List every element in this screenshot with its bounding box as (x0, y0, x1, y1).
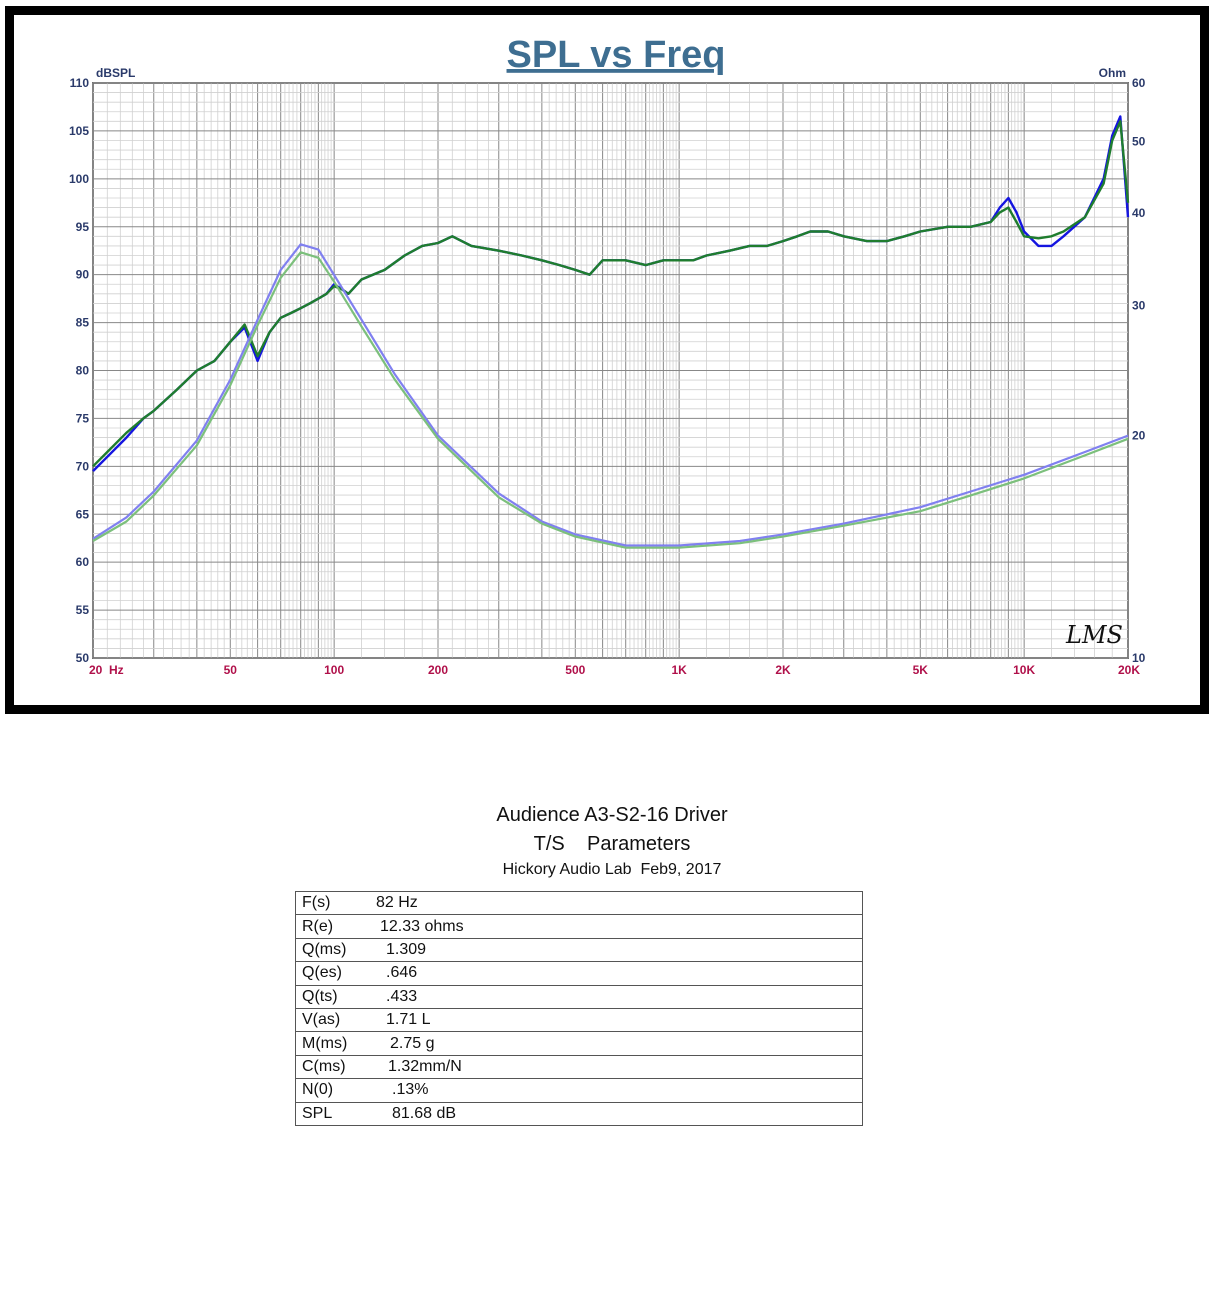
spl-curve-2 (92, 120, 1130, 468)
parameter-row: Q(ts) .433 (295, 984, 863, 1009)
left-tick-label: 95 (76, 220, 90, 234)
parameter-name: Q(es) (295, 961, 376, 986)
right-tick-label: 40 (1132, 206, 1146, 220)
spl-frequency-chart: SPL vs Freq 50 55 60 65 70 75 80 85 90 95 100 105 11… (69, 34, 1146, 677)
right-tick-label: 20 (1132, 429, 1146, 443)
parameter-row: M(ms) 2.75 g (295, 1031, 863, 1056)
parameter-row: N(0) .13% (295, 1078, 863, 1103)
right-tick-label: 50 (1132, 135, 1146, 149)
left-tick-label: 80 (76, 364, 90, 378)
left-tick-label: 65 (76, 507, 90, 521)
parameter-name: Q(ts) (295, 984, 376, 1009)
left-tick-label: 55 (76, 603, 90, 617)
parameter-value: 82 Hz (376, 890, 863, 916)
impedance-curve-4 (92, 251, 1129, 549)
parameter-name: V(as) (295, 1007, 376, 1033)
left-tick-label: 100 (69, 172, 89, 186)
left-tick-label: 85 (76, 316, 90, 330)
grid (92, 82, 1129, 659)
x-tick-label: 50 (224, 663, 238, 677)
parameter-name: C(ms) (295, 1054, 376, 1080)
parameter-value: 1.32mm/N (376, 1054, 863, 1080)
ts-parameters-table: F(s) 82 Hz R(e) 12.33 ohms Q(ms) 1.309 Q(es) .6… (295, 890, 863, 1126)
parameter-name: M(ms) (295, 1031, 376, 1056)
x-tick-label: 200 (428, 663, 448, 677)
left-tick-label: 70 (76, 459, 90, 473)
parameters-header: Audience A3-S2-16 Driver T/S Parameters … (0, 800, 1224, 882)
parameter-value: .433 (376, 984, 863, 1009)
impedance-curve-3 (92, 243, 1129, 547)
parameter-name: N(0) (295, 1078, 376, 1103)
x-tick-label: 2K (775, 663, 791, 677)
x-tick-label: 1K (671, 663, 687, 677)
parameter-value: 12.33 ohms (376, 914, 863, 939)
x-tick-label: 500 (565, 663, 585, 677)
curves (92, 115, 1130, 549)
driver-title: Audience A3-S2-16 Driver (496, 804, 728, 826)
left-tick-label: 60 (76, 555, 90, 569)
axis-labels: 50 55 60 65 70 75 80 85 90 95 100 105 110 10 20 30 40 50 6… (69, 76, 1146, 677)
parameter-name: R(e) (295, 914, 376, 939)
parameter-value: 2.75 g (376, 1031, 863, 1056)
parameter-value: .646 (376, 961, 863, 986)
parameter-row: V(as) 1.71 L (295, 1007, 863, 1033)
parameter-value: 81.68 dB (376, 1101, 863, 1126)
parameter-row: Q(es) .646 (295, 961, 863, 986)
parameter-name: SPL (295, 1101, 376, 1126)
parameter-value: 1.309 (376, 937, 863, 963)
parameter-row: SPL 81.68 dB (295, 1101, 863, 1126)
parameter-row: F(s) 82 Hz (295, 890, 863, 916)
left-tick-label: 90 (76, 268, 90, 282)
parameter-value: 1.71 L (376, 1007, 863, 1033)
right-axis-unit: Ohm (1099, 66, 1126, 80)
x-tick-label: 100 (324, 663, 344, 677)
chart-frame: SPL vs Freq 50 55 60 65 70 75 80 85 90 95 100 105 11… (5, 6, 1209, 714)
right-tick-label: 60 (1132, 76, 1146, 90)
parameter-name: Q(ms) (295, 937, 376, 963)
right-tick-label: 30 (1132, 298, 1146, 312)
chart-title: SPL vs Freq (507, 34, 726, 76)
parameters-title: T/S Parameters (533, 833, 691, 855)
parameter-value: .13% (376, 1078, 863, 1103)
lms-watermark: LMS (1065, 621, 1123, 649)
left-tick-label: 75 (76, 411, 90, 425)
left-tick-label: 50 (76, 651, 90, 665)
left-tick-label: 105 (69, 124, 89, 138)
right-tick-label: 10 (1132, 651, 1146, 665)
left-axis-unit: dBSPL (96, 66, 135, 80)
left-tick-label: 110 (70, 76, 90, 90)
x-tick-label: 20 Hz (89, 663, 124, 677)
parameter-row: Q(ms) 1.309 (295, 937, 863, 963)
parameter-row: C(ms) 1.32mm/N (295, 1054, 863, 1080)
x-tick-label: 20K (1118, 663, 1140, 677)
parameter-name: F(s) (295, 890, 376, 916)
x-tick-label: 5K (913, 663, 929, 677)
parameter-row: R(e) 12.33 ohms (295, 914, 863, 939)
x-tick-label: 10K (1013, 663, 1035, 677)
lab-line: Hickory Audio Lab Feb9, 2017 (502, 861, 722, 878)
